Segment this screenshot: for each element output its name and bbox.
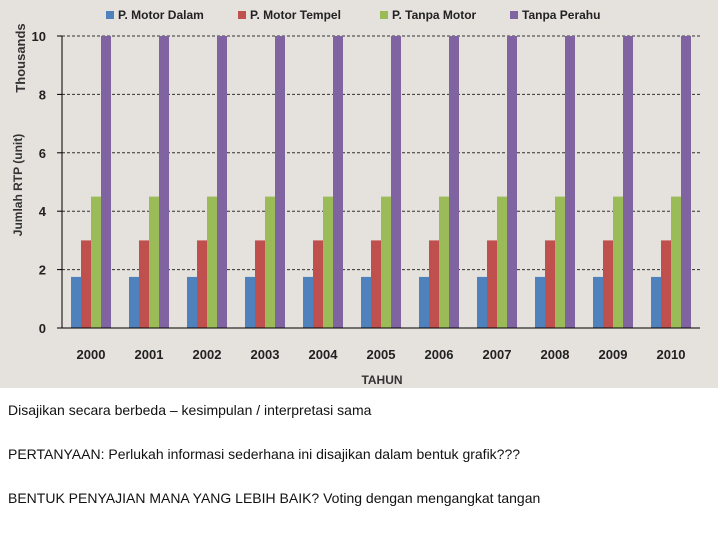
y-tick-label: 8 bbox=[39, 87, 46, 102]
bar bbox=[149, 196, 159, 328]
bar bbox=[419, 276, 429, 328]
x-tick-label: 2000 bbox=[77, 347, 106, 362]
bar bbox=[545, 240, 555, 328]
x-tick-label: 2003 bbox=[251, 347, 280, 362]
y-tick-label: 10 bbox=[32, 29, 46, 44]
bar bbox=[245, 276, 255, 328]
caption-line-3: BENTUK PENYAJIAN MANA YANG LEBIH BAIK? V… bbox=[8, 490, 541, 506]
bar bbox=[197, 240, 207, 328]
x-tick-label: 2006 bbox=[425, 347, 454, 362]
bar bbox=[371, 240, 381, 328]
bar bbox=[381, 196, 391, 328]
bar bbox=[91, 196, 101, 328]
y-tick-label: 2 bbox=[39, 263, 46, 278]
chart-panel: 0 2 4 6 8 10 2000 2001 2002 2003 2004 2005 2006 2007 2… bbox=[0, 0, 718, 388]
x-tick-label: 2002 bbox=[193, 347, 222, 362]
caption-line-1: Disajikan secara berbeda – kesimpulan / … bbox=[8, 402, 372, 418]
bar bbox=[651, 276, 661, 328]
bar bbox=[303, 276, 313, 328]
bar bbox=[671, 196, 681, 328]
bar bbox=[265, 196, 275, 328]
bar bbox=[81, 240, 91, 328]
x-tick-label: 2007 bbox=[483, 347, 512, 362]
bar bbox=[217, 36, 227, 328]
bar bbox=[535, 276, 545, 328]
bar bbox=[187, 276, 197, 328]
bar bbox=[623, 36, 633, 328]
y-tick-label: 4 bbox=[39, 204, 47, 219]
y-multiplier-label: Thousands bbox=[13, 23, 28, 92]
y-axis-label: Jumlah RTP (unit) bbox=[11, 134, 25, 236]
bar bbox=[449, 36, 459, 328]
x-axis-label: TAHUN bbox=[361, 373, 402, 387]
bar bbox=[593, 276, 603, 328]
y-tick-label: 6 bbox=[39, 146, 46, 161]
bar bbox=[129, 276, 139, 328]
bar bbox=[275, 36, 285, 328]
bar bbox=[681, 36, 691, 328]
x-tick-label: 2010 bbox=[657, 347, 686, 362]
bar bbox=[487, 240, 497, 328]
x-tick-label: 2005 bbox=[367, 347, 396, 362]
bar bbox=[497, 196, 507, 328]
legend-label: P. Motor Dalam bbox=[118, 8, 204, 22]
y-tick-label: 0 bbox=[39, 321, 46, 336]
bar bbox=[361, 276, 371, 328]
legend-label: Tanpa Perahu bbox=[522, 8, 600, 22]
bar bbox=[71, 276, 81, 328]
bar bbox=[333, 36, 343, 328]
x-tick-label: 2004 bbox=[309, 347, 339, 362]
legend-swatch bbox=[510, 11, 518, 19]
bar bbox=[255, 240, 265, 328]
bar bbox=[139, 240, 149, 328]
bar bbox=[439, 196, 449, 328]
caption-line-2: PERTANYAAN: Perlukah informasi sederhana… bbox=[8, 446, 521, 462]
bar bbox=[603, 240, 613, 328]
bar bbox=[613, 196, 623, 328]
legend-swatch bbox=[106, 11, 114, 19]
legend-label: P. Motor Tempel bbox=[250, 8, 341, 22]
x-tick-label: 2008 bbox=[541, 347, 570, 362]
bar bbox=[477, 276, 487, 328]
bar bbox=[555, 196, 565, 328]
x-tick-label: 2009 bbox=[599, 347, 628, 362]
legend-label: P. Tanpa Motor bbox=[392, 8, 477, 22]
bar bbox=[507, 36, 517, 328]
bar bbox=[429, 240, 439, 328]
legend-swatch bbox=[238, 11, 246, 19]
bar bbox=[391, 36, 401, 328]
bar bbox=[313, 240, 323, 328]
x-tick-label: 2001 bbox=[135, 347, 164, 362]
bar-chart: 0 2 4 6 8 10 2000 2001 2002 2003 2004 2005 2006 2007 2… bbox=[11, 8, 700, 387]
bar bbox=[101, 36, 111, 328]
bar bbox=[661, 240, 671, 328]
bar bbox=[159, 36, 169, 328]
bar bbox=[323, 196, 333, 328]
legend-swatch bbox=[380, 11, 388, 19]
bar bbox=[565, 36, 575, 328]
bar bbox=[207, 196, 217, 328]
